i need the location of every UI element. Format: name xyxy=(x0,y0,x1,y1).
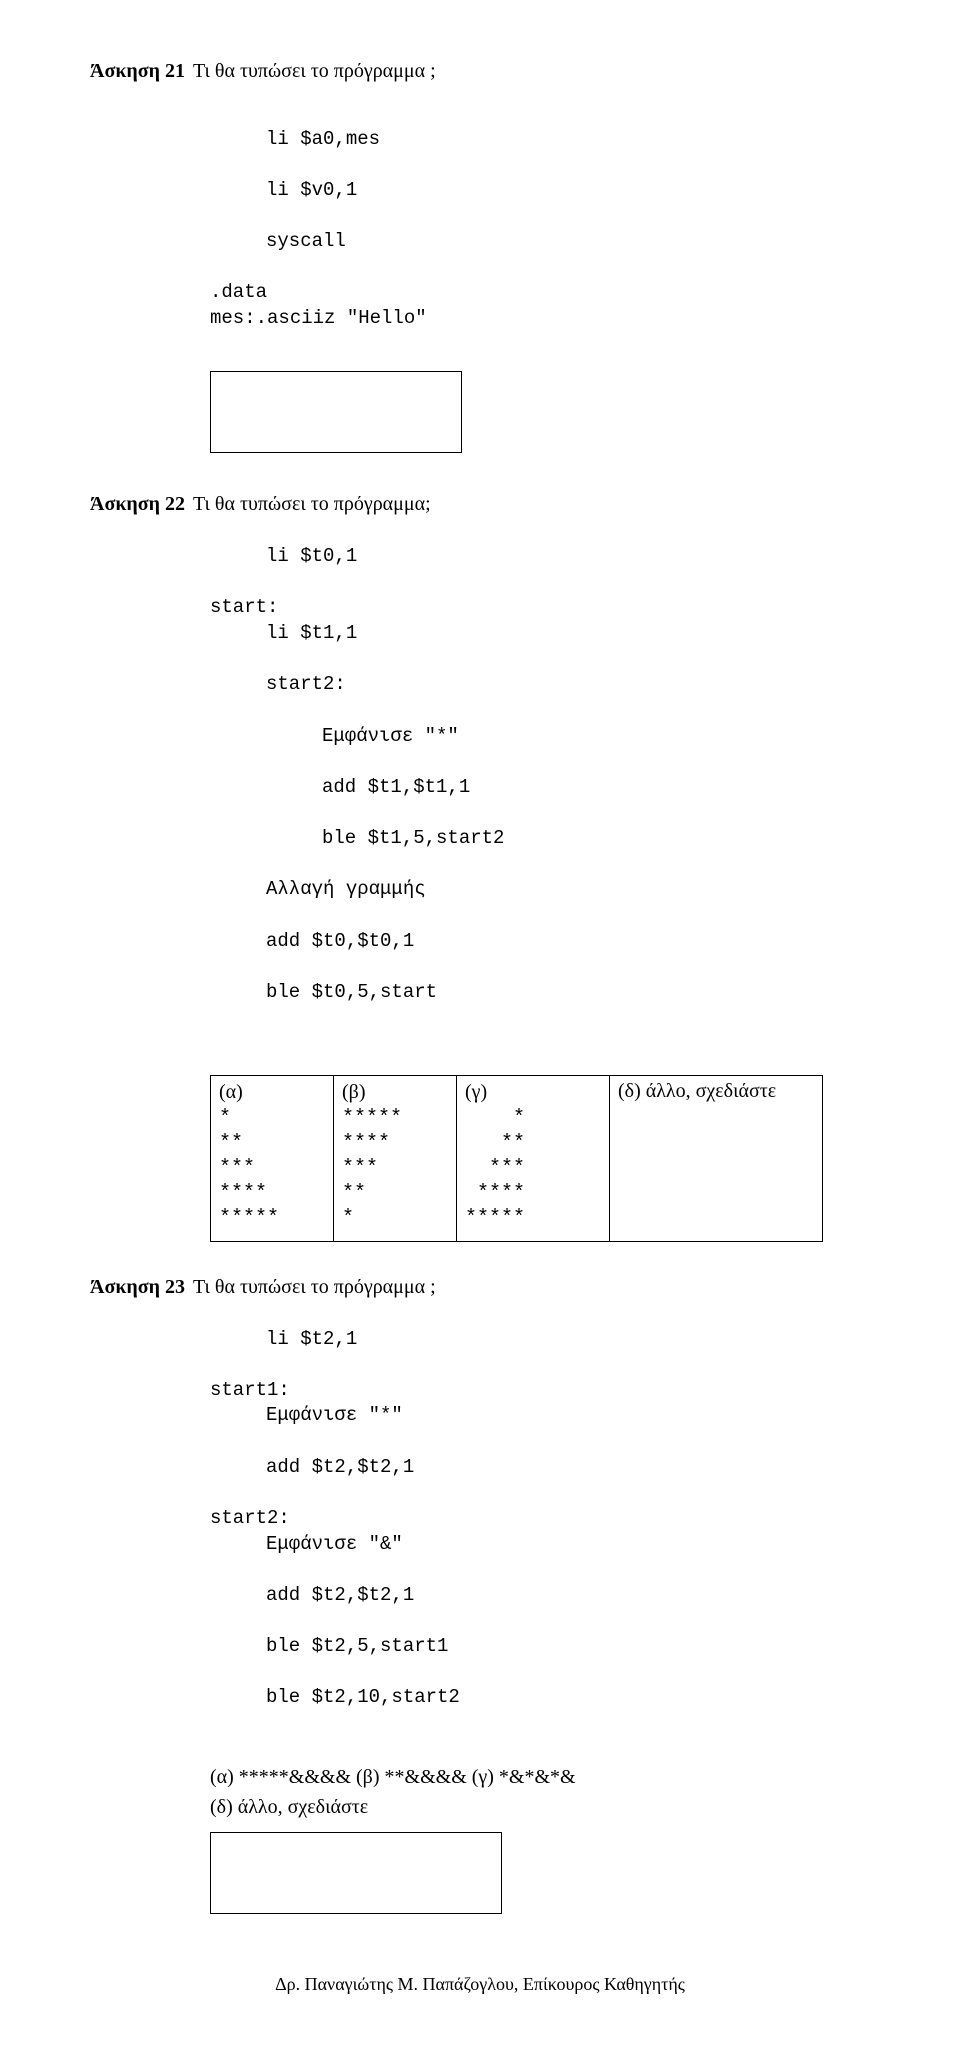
code-line: li $t2,1 xyxy=(266,1327,870,1353)
exercise-21: Άσκηση 21 Τι θα τυπώσει το πρόγραμμα ; l… xyxy=(90,60,870,453)
code-line: ble $t1,5,start2 xyxy=(322,826,870,852)
code-line: mes:.asciiz "Hello" xyxy=(210,307,427,329)
exercise-22: Άσκηση 22 Τι θα τυπώσει το πρόγραμμα; li… xyxy=(90,493,870,1241)
code-line: ble $t2,5,start1 xyxy=(266,1634,870,1660)
code-line: li $t1,1 xyxy=(266,621,870,647)
exercise-21-label: Άσκηση 21 xyxy=(90,60,185,83)
exercise-21-code: li $a0,mes li $v0,1 syscall .data mes:.a… xyxy=(210,101,870,357)
code-line: ble $t2,10,start2 xyxy=(266,1685,870,1711)
answers-line-2: (δ) άλλο, σχεδιάστε xyxy=(210,1792,870,1822)
exercise-21-title: Τι θα τυπώσει το πρόγραμμα ; xyxy=(193,60,436,83)
code-line: add $t2,$t2,1 xyxy=(266,1455,870,1481)
code-line: start1: xyxy=(210,1379,290,1401)
pattern-col-d: (δ) άλλο, σχεδιάστε xyxy=(610,1075,823,1241)
exercise-23-title: Τι θα τυπώσει το πρόγραμμα ; xyxy=(193,1276,436,1299)
exercise-22-heading: Άσκηση 22 Τι θα τυπώσει το πρόγραμμα; xyxy=(90,493,870,516)
code-line: add $t2,$t2,1 xyxy=(266,1583,870,1609)
exercise-22-label: Άσκηση 22 xyxy=(90,493,185,516)
code-line: li $t0,1 xyxy=(266,544,870,570)
exercise-23-code: li $t2,1 start1: Εμφάνισε "*" add $t2,$t… xyxy=(210,1301,870,1763)
code-line: start2: xyxy=(266,672,870,698)
exercise-23: Άσκηση 23 Τι θα τυπώσει το πρόγραμμα ; l… xyxy=(90,1276,870,1915)
code-line: li $a0,mes xyxy=(266,127,870,153)
exercise-22-pattern-table: (α) * ** *** **** ***** (β) ***** **** *… xyxy=(210,1075,823,1242)
code-line: ble $t0,5,start xyxy=(266,980,870,1006)
pattern-col-b-head: (β) xyxy=(342,1081,366,1103)
pattern-col-a: (α) * ** *** **** ***** xyxy=(211,1075,334,1241)
pattern-col-c-head: (γ) xyxy=(465,1081,487,1103)
pattern-col-a-rows: * ** *** **** ***** xyxy=(219,1107,279,1230)
exercise-22-title: Τι θα τυπώσει το πρόγραμμα; xyxy=(193,493,431,516)
page: Άσκηση 21 Τι θα τυπώσει το πρόγραμμα ; l… xyxy=(0,0,960,2065)
exercise-21-answer-box xyxy=(210,371,462,453)
code-line: Εμφάνισε "*" xyxy=(266,1403,870,1429)
code-line: Αλλαγή γραμμής xyxy=(266,877,870,903)
exercise-22-code: li $t0,1 start: li $t1,1 start2: Εμφάνισ… xyxy=(210,518,870,1056)
exercise-21-heading: Άσκηση 21 Τι θα τυπώσει το πρόγραμμα ; xyxy=(90,60,870,83)
pattern-col-c: (γ) * ** *** **** ***** xyxy=(457,1075,610,1241)
exercise-23-answer-box xyxy=(210,1832,502,1914)
code-line: start2: xyxy=(210,1507,290,1529)
code-line: start: xyxy=(210,596,278,618)
code-line: li $v0,1 xyxy=(266,178,870,204)
code-line: add $t0,$t0,1 xyxy=(266,929,870,955)
pattern-col-a-head: (α) xyxy=(219,1081,243,1103)
answers-line-1: (α) *****&&&& (β) **&&&& (γ) *&*&*& xyxy=(210,1762,870,1792)
exercise-23-answers: (α) *****&&&& (β) **&&&& (γ) *&*&*& (δ) … xyxy=(210,1762,870,1822)
page-footer: Δρ. Παναγιώτης Μ. Παπάζογλου, Επίκουρος … xyxy=(90,1974,870,1995)
code-line: Εμφάνισε "&" xyxy=(266,1532,870,1558)
exercise-23-label: Άσκηση 23 xyxy=(90,1276,185,1299)
exercise-23-heading: Άσκηση 23 Τι θα τυπώσει το πρόγραμμα ; xyxy=(90,1276,870,1299)
code-line: .data xyxy=(210,281,267,303)
code-line: Εμφάνισε "*" xyxy=(322,724,870,750)
pattern-col-b: (β) ***** **** *** ** * xyxy=(334,1075,457,1241)
code-line: add $t1,$t1,1 xyxy=(322,775,870,801)
pattern-col-c-rows: * ** *** **** ***** xyxy=(465,1107,525,1230)
code-line: syscall xyxy=(266,229,870,255)
pattern-col-b-rows: ***** **** *** ** * xyxy=(342,1107,402,1230)
